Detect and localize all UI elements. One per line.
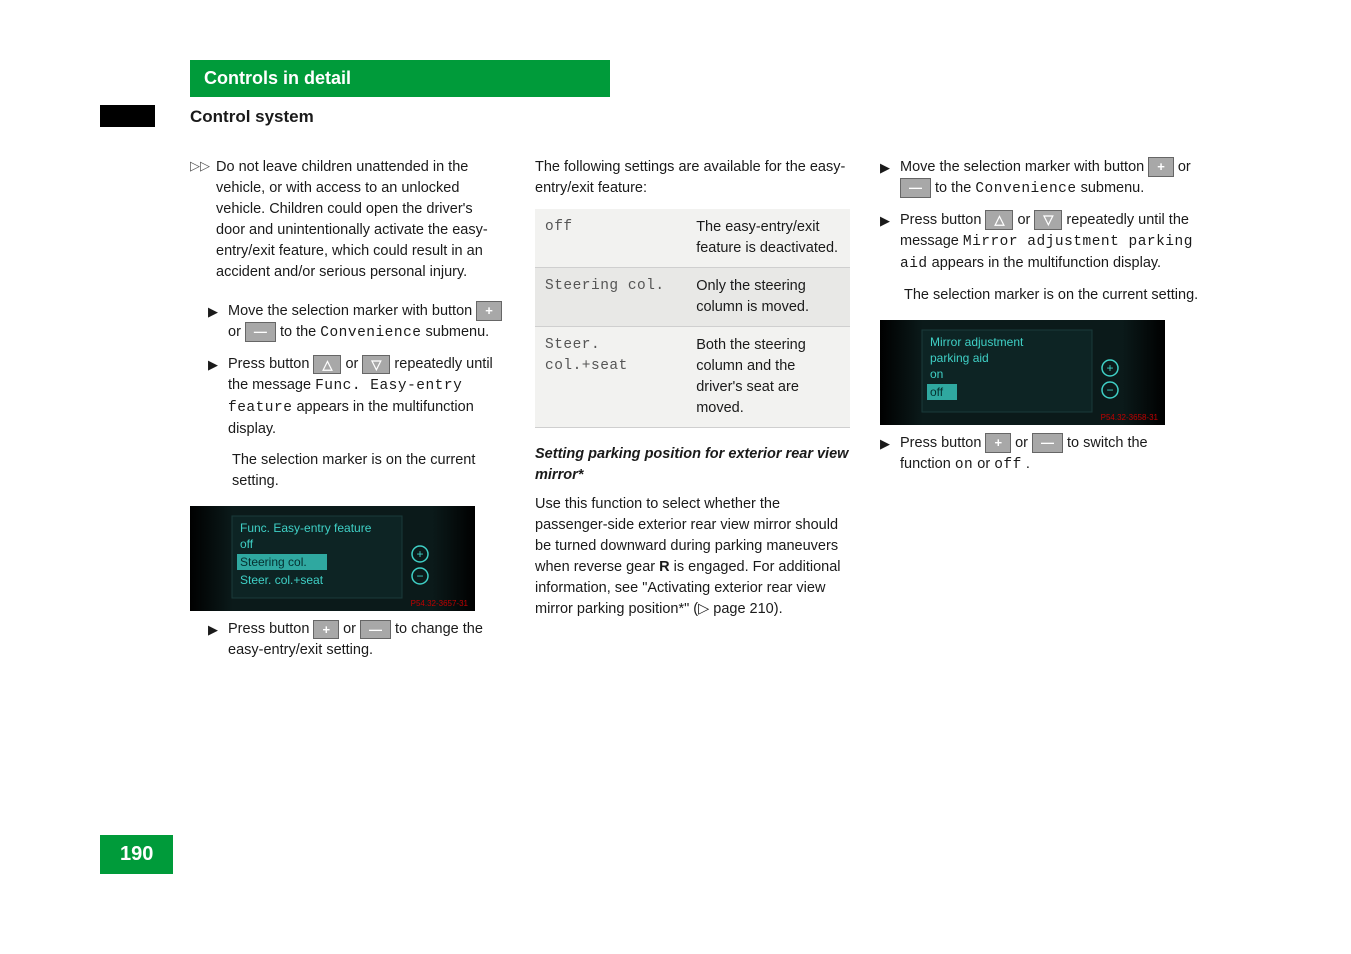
setting-key: off — [535, 209, 686, 268]
option-on: on — [955, 457, 973, 473]
warning-paragraph: ▷▷ Do not leave children unattended in t… — [190, 157, 505, 283]
display-line: Mirror adjustment — [930, 335, 1024, 349]
step-text: Press button + or — to switch the functi… — [900, 433, 1200, 476]
text: . — [1026, 456, 1030, 472]
step-item: ▶ Press button + or — to change the easy… — [208, 619, 505, 661]
plus-button-icon: + — [985, 433, 1011, 453]
multifunction-display-1: Func. Easy-entry feature off Steering co… — [190, 506, 475, 611]
text: Move the selection marker with button — [228, 303, 476, 319]
figure-caption: P54.32-3658-31 — [1101, 413, 1159, 422]
svg-text:−: − — [416, 569, 423, 583]
column-2: The following settings are available for… — [535, 157, 850, 671]
plus-button-icon: + — [476, 301, 502, 321]
text: appears in the multifunction display. — [932, 255, 1161, 271]
text: or — [1178, 159, 1191, 175]
display-line: parking aid — [930, 351, 989, 365]
plus-button-icon: + — [313, 620, 339, 640]
display-line: off — [240, 537, 254, 551]
text: or — [343, 621, 360, 637]
minus-button-icon: — — [245, 322, 276, 342]
text: to the — [935, 180, 975, 196]
text: or — [977, 456, 994, 472]
setting-value: Only the steering column is moved. — [686, 268, 850, 327]
step-marker-icon: ▶ — [880, 159, 890, 178]
note-text: The selection marker is on the current s… — [232, 450, 505, 492]
column-1: ▷▷ Do not leave children unattended in t… — [190, 157, 505, 671]
down-button-icon: ▽ — [362, 355, 390, 375]
text: or — [345, 356, 362, 372]
text: Press button — [228, 356, 313, 372]
minus-button-icon: — — [900, 178, 931, 198]
multifunction-display-2: Mirror adjustment parking aid on off + −… — [880, 320, 1165, 425]
page-number: 190 — [100, 835, 173, 874]
text: or — [228, 324, 245, 340]
column-3: ▶ Move the selection marker with button … — [880, 157, 1200, 671]
step-item: ▶ Press button △ or ▽ repeatedly until t… — [208, 354, 505, 440]
table-row: Steering col. Only the steering column i… — [535, 268, 850, 327]
step-marker-icon: ▶ — [880, 435, 890, 454]
display-line-selected: off — [930, 385, 944, 399]
step-text: Press button + or — to change the easy-e… — [228, 619, 505, 661]
settings-table: off The easy-entry/exit feature is deact… — [535, 209, 850, 428]
setting-key: Steering col. — [535, 268, 686, 327]
svg-text:+: + — [1106, 361, 1113, 375]
text: Move the selection marker with button — [900, 159, 1148, 175]
down-button-icon: ▽ — [1034, 210, 1062, 230]
step-item: ▶ Press button △ or ▽ repeatedly until t… — [880, 210, 1200, 275]
gear-letter: R — [659, 559, 669, 575]
figure-caption: P54.32-3657-31 — [411, 599, 469, 608]
display-line: on — [930, 367, 943, 381]
display-line-selected: Steering col. — [240, 555, 307, 569]
setting-key: Steer. col.+seat — [535, 327, 686, 428]
table-row: Steer. col.+seat Both the steering colum… — [535, 327, 850, 428]
continuation-icon: ▷▷ — [190, 157, 210, 176]
step-item: ▶ Move the selection marker with button … — [880, 157, 1200, 200]
tab-marker — [100, 105, 155, 127]
up-button-icon: △ — [985, 210, 1013, 230]
step-item: ▶ Move the selection marker with button … — [208, 301, 505, 344]
step-text: Move the selection marker with button + … — [228, 301, 505, 344]
content-columns: ▷▷ Do not leave children unattended in t… — [190, 157, 1251, 671]
text: submenu. — [426, 324, 490, 340]
svg-text:+: + — [416, 547, 423, 561]
text: or — [1017, 212, 1034, 228]
step-text: Press button △ or ▽ repeatedly until the… — [228, 354, 505, 440]
text: or — [1015, 435, 1032, 451]
text: Press button — [900, 435, 985, 451]
warning-text: Do not leave children unattended in the … — [216, 157, 505, 283]
note-text: The selection marker is on the current s… — [904, 285, 1200, 306]
minus-button-icon: — — [1032, 433, 1063, 453]
table-row: off The easy-entry/exit feature is deact… — [535, 209, 850, 268]
step-marker-icon: ▶ — [880, 212, 890, 231]
text: submenu. — [1081, 180, 1145, 196]
minus-button-icon: — — [360, 620, 391, 640]
text: to the — [280, 324, 320, 340]
menu-name: Convenience — [975, 181, 1076, 197]
step-marker-icon: ▶ — [208, 303, 218, 322]
step-marker-icon: ▶ — [208, 621, 218, 640]
body-paragraph: Use this function to select whether the … — [535, 494, 850, 620]
step-marker-icon: ▶ — [208, 356, 218, 375]
svg-text:−: − — [1106, 383, 1113, 397]
page-header: Controls in detail Control system — [100, 60, 1251, 127]
up-button-icon: △ — [313, 355, 341, 375]
text: Press button — [228, 621, 313, 637]
step-text: Move the selection marker with button + … — [900, 157, 1200, 200]
display-line: Steer. col.+seat — [240, 573, 324, 587]
subtitle-row: Control system — [100, 105, 1251, 127]
title-bar: Controls in detail — [190, 60, 610, 97]
display-line: Func. Easy-entry feature — [240, 521, 372, 535]
setting-value: Both the steering column and the driver'… — [686, 327, 850, 428]
subtitle: Control system — [190, 105, 314, 127]
plus-button-icon: + — [1148, 157, 1174, 177]
setting-value: The easy-entry/exit feature is deactivat… — [686, 209, 850, 268]
intro-text: The following settings are available for… — [535, 157, 850, 199]
step-text: Press button △ or ▽ repeatedly until the… — [900, 210, 1200, 275]
section-heading: Setting parking position for exterior re… — [535, 444, 850, 486]
menu-name: Convenience — [320, 325, 421, 341]
text: Press button — [900, 212, 985, 228]
step-item: ▶ Press button + or — to switch the func… — [880, 433, 1200, 476]
option-off: off — [994, 457, 1022, 473]
